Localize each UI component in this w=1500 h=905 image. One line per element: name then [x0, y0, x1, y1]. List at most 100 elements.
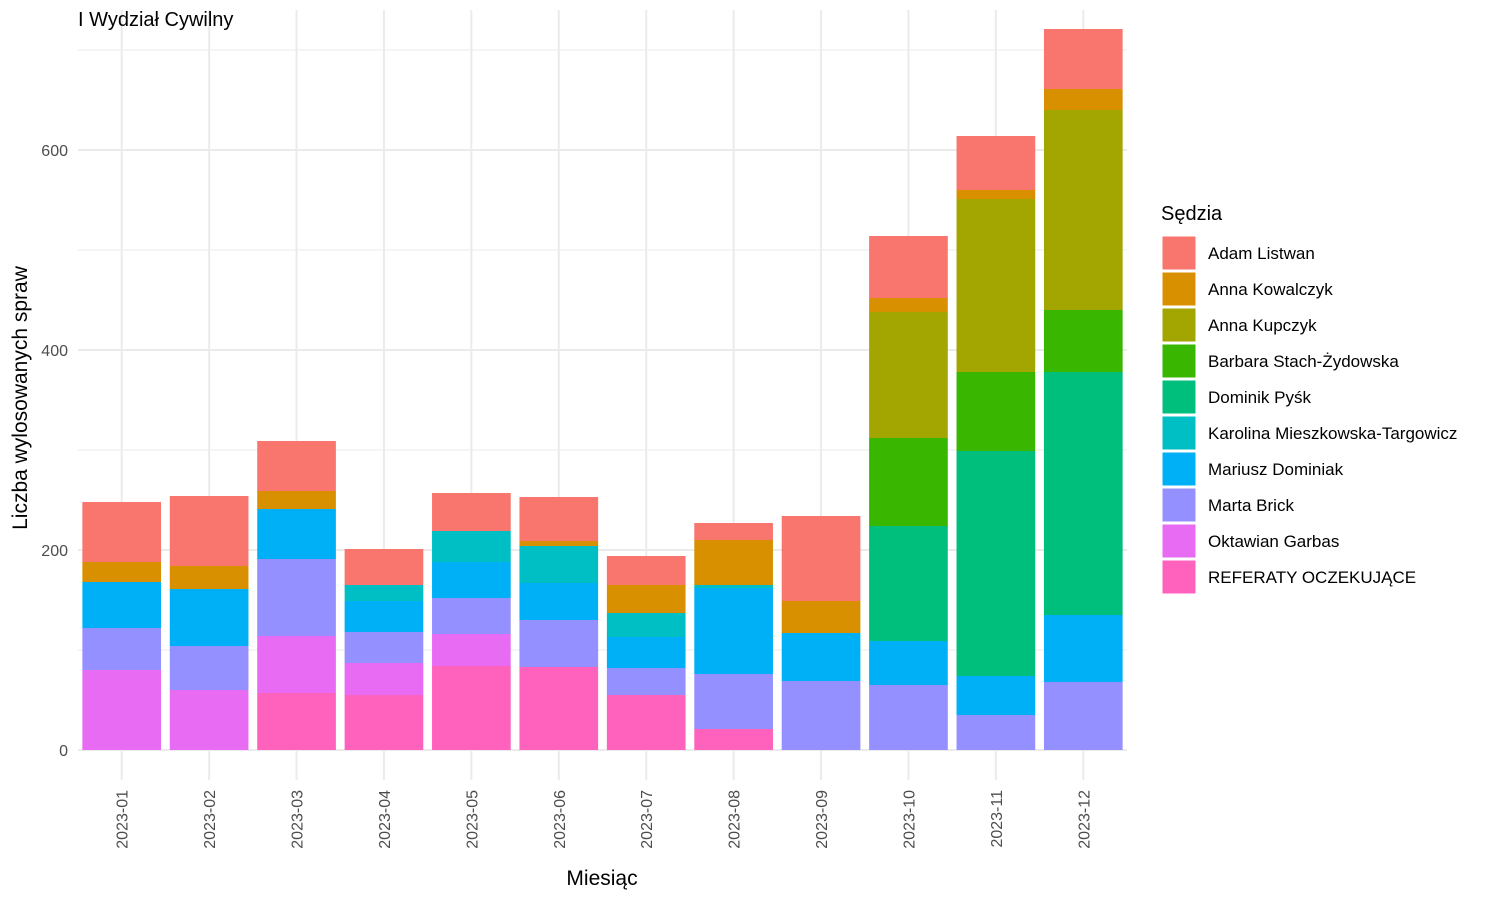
bar-segment: [82, 670, 162, 750]
x-tick-label: 2023-04: [377, 790, 394, 849]
x-tick-label: 2023-09: [814, 790, 831, 849]
bar-segment: [869, 641, 948, 685]
bar-segment: [82, 562, 162, 582]
bar-segment: [257, 491, 336, 509]
x-tick-label: 2023-08: [727, 790, 744, 849]
bar-segment: [432, 634, 511, 666]
x-axis-title: Miesiąc: [566, 867, 637, 890]
bar-segment: [432, 493, 511, 531]
bar-segment: [781, 633, 861, 681]
bar-segment: [869, 236, 948, 298]
bar-segment: [781, 516, 861, 601]
bar-segment: [694, 588, 773, 674]
bar-segment: [606, 556, 686, 585]
axes: 0 200 400 600 2023-01 2023-02 2023-03 2023-04 20…: [41, 143, 1093, 849]
legend-swatch: [1161, 307, 1197, 343]
bar-segment: [82, 582, 162, 628]
bar-segment: [1043, 110, 1123, 310]
bar-segment: [519, 620, 599, 667]
bar-segment: [257, 509, 336, 559]
legend-label: Mariusz Dominiak: [1208, 460, 1344, 479]
bar-segment: [519, 497, 599, 541]
bar-segment: [519, 667, 599, 750]
bar-segment: [1043, 372, 1123, 615]
bar-segment: [82, 628, 162, 670]
legend-label: Adam Listwan: [1208, 244, 1315, 263]
bar-segment: [344, 695, 424, 750]
y-tick-label: 400: [41, 343, 68, 360]
bar-segment: [869, 298, 948, 312]
bar-segment: [169, 589, 249, 646]
bar-segment: [694, 585, 773, 588]
legend-label: Marta Brick: [1208, 496, 1294, 515]
bar-segment: [956, 676, 1036, 715]
legend-label: Karolina Mieszkowska-Targowicz: [1208, 424, 1457, 443]
legend-swatch: [1161, 235, 1197, 271]
bar-segment: [344, 663, 424, 695]
bar-segment: [1043, 682, 1123, 750]
y-tick-label: 600: [41, 143, 68, 160]
x-tick-label: 2023-03: [290, 790, 307, 849]
legend-label: Anna Kowalczyk: [1208, 280, 1333, 299]
legend: Sędzia Adam Listwan Anna Kowalczyk Anna Ku…: [1161, 203, 1457, 595]
legend-swatch: [1161, 559, 1197, 595]
bar-segment: [781, 601, 861, 633]
bar-segment: [956, 199, 1036, 372]
legend-label: REFERATY OCZEKUJĄCE: [1208, 568, 1416, 587]
x-tick-label: 2023-11: [989, 790, 1006, 848]
bar-segment: [869, 685, 948, 750]
bar-segment: [1043, 89, 1123, 110]
bar-segment: [606, 668, 686, 695]
x-tick-label: 2023-10: [901, 790, 918, 849]
legend-swatch: [1161, 523, 1197, 559]
legend-label: Barbara Stach-Żydowska: [1208, 352, 1399, 371]
bar-segment: [606, 613, 686, 637]
bar-segment: [1043, 310, 1123, 372]
legend-swatch: [1161, 271, 1197, 307]
legend-label: Dominik Pyśk: [1208, 388, 1311, 407]
bar-segment: [169, 646, 249, 690]
bar-segment: [956, 136, 1036, 190]
x-tick-label: 2023-02: [202, 790, 219, 849]
bar-segment: [519, 541, 599, 546]
legend-swatch: [1161, 415, 1197, 451]
bar-segment: [694, 674, 773, 729]
bars: [82, 29, 1123, 750]
bar-segment: [519, 583, 599, 620]
bar-segment: [257, 693, 336, 750]
legend-label: Oktawian Garbas: [1208, 532, 1339, 551]
bar-segment: [869, 526, 948, 641]
bar-segment: [169, 566, 249, 589]
bar-segment: [344, 601, 424, 632]
y-axis-title: Liczba wylosowanych spraw: [9, 265, 32, 530]
bar-segment: [956, 372, 1036, 451]
bar-segment: [694, 540, 773, 585]
bar-segment: [257, 441, 336, 491]
bar-segment: [694, 729, 773, 750]
bar-segment: [344, 549, 424, 585]
legend-swatch: [1161, 451, 1197, 487]
legend-swatch: [1161, 343, 1197, 379]
bar-segment: [169, 690, 249, 750]
chart-title: I Wydział Cywilny: [78, 9, 233, 31]
bar-segment: [1043, 615, 1123, 682]
bar-segment: [694, 523, 773, 540]
bar-segment: [781, 681, 861, 750]
bar-segment: [956, 715, 1036, 750]
bar-segment: [257, 636, 336, 693]
bar-segment: [432, 666, 511, 750]
bar-segment: [344, 632, 424, 663]
legend-swatch: [1161, 487, 1197, 523]
bar-segment: [956, 451, 1036, 676]
bar-segment: [519, 546, 599, 583]
bar-segment: [606, 637, 686, 668]
bar-segment: [606, 585, 686, 613]
legend-swatch: [1161, 379, 1197, 415]
x-tick-label: 2023-06: [552, 790, 569, 849]
x-tick-label: 2023-07: [639, 790, 656, 849]
legend-label: Anna Kupczyk: [1208, 316, 1317, 335]
y-tick-label: 0: [59, 743, 68, 760]
x-tick-label: 2023-12: [1076, 790, 1093, 849]
